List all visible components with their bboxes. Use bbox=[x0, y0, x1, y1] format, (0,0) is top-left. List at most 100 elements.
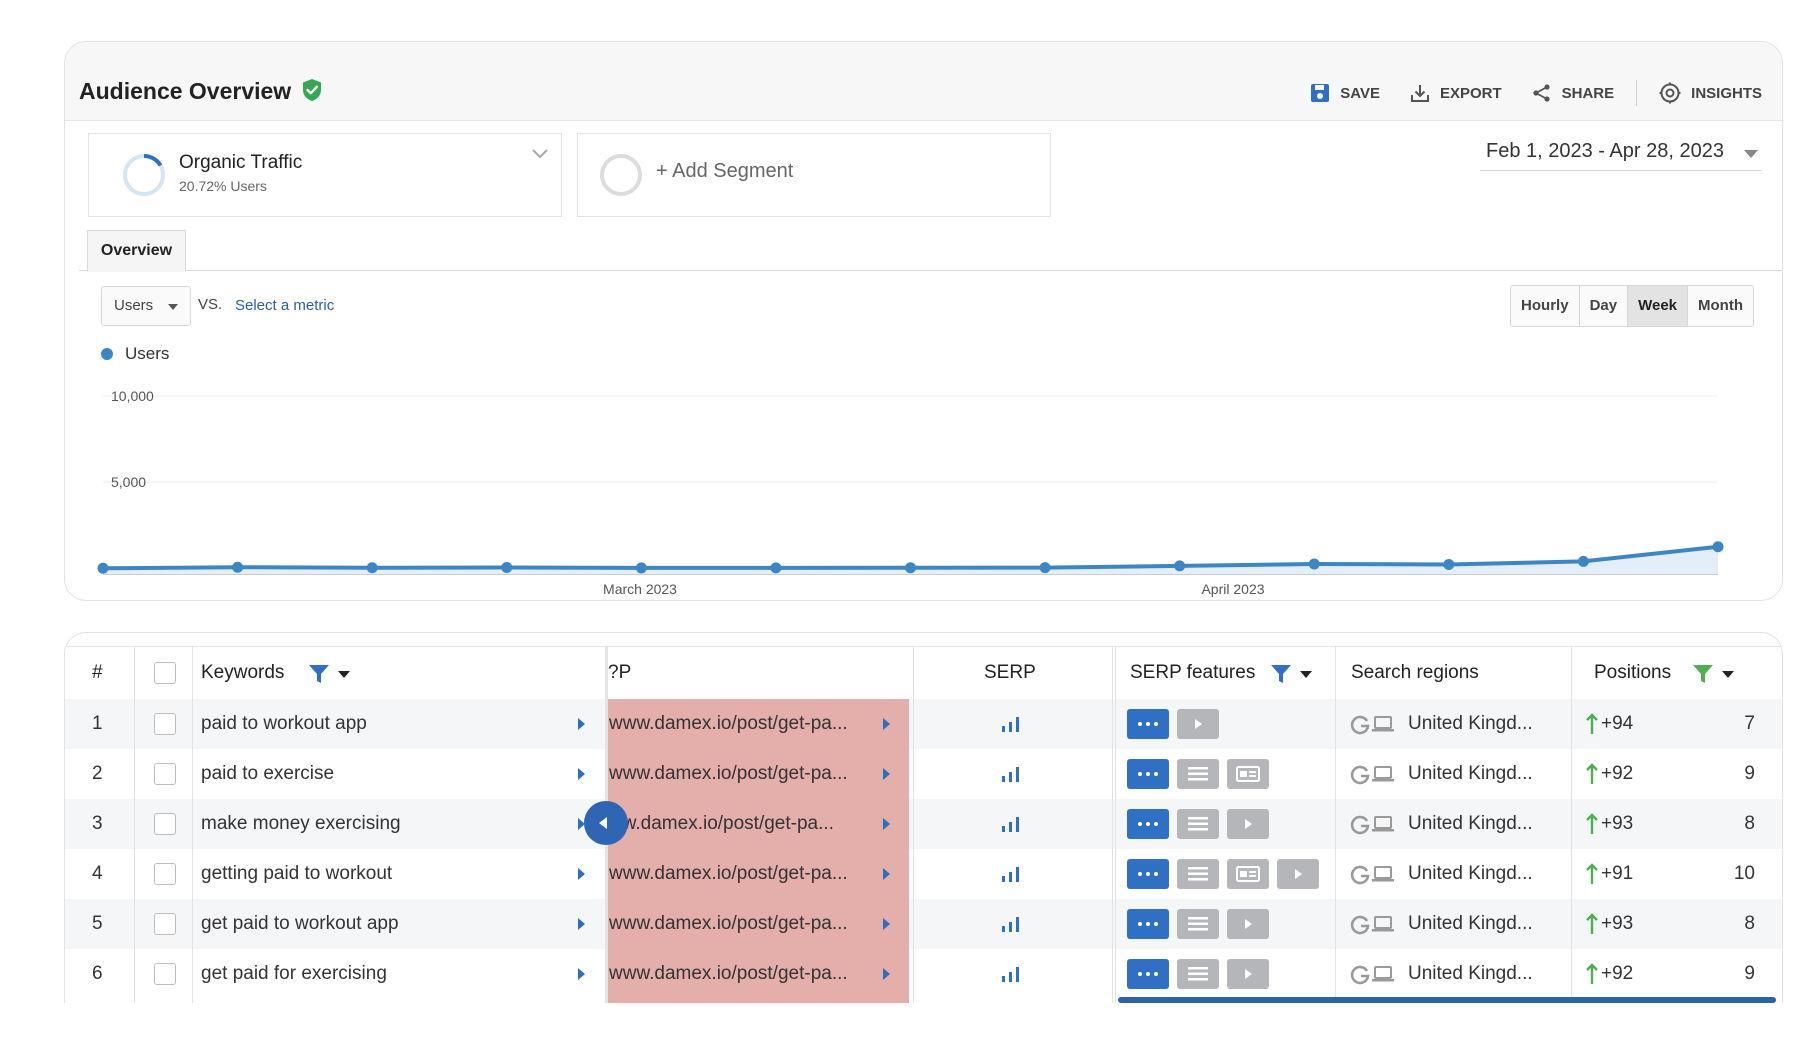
ranking-url[interactable]: www.damex.io/post/get-pa... bbox=[609, 963, 848, 984]
row-number: 1 bbox=[92, 713, 103, 734]
filter-icon[interactable] bbox=[308, 663, 330, 685]
share-button[interactable]: SHARE bbox=[1532, 83, 1614, 103]
horizontal-scrollbar[interactable] bbox=[1118, 997, 1776, 1003]
add-segment-button[interactable]: + Add Segment bbox=[577, 133, 1051, 217]
column-divider bbox=[1571, 646, 1572, 1003]
expand-arrow-icon[interactable] bbox=[578, 918, 585, 930]
serp-feature-list-icon[interactable] bbox=[1177, 859, 1219, 889]
insights-label: INSIGHTS bbox=[1691, 84, 1762, 102]
serp-chart-icon[interactable] bbox=[1000, 914, 1024, 934]
granularity-month-button[interactable]: Month bbox=[1687, 286, 1753, 326]
row-checkbox[interactable] bbox=[154, 863, 176, 885]
serp-feature-dots-icon[interactable] bbox=[1127, 859, 1169, 889]
serp-feature-play-icon[interactable] bbox=[1177, 709, 1219, 739]
date-range-label: Feb 1, 2023 - Apr 28, 2023 bbox=[1486, 140, 1724, 162]
save-button[interactable]: SAVE bbox=[1310, 83, 1380, 103]
insights-button[interactable]: INSIGHTS bbox=[1659, 82, 1762, 104]
ranking-url[interactable]: www.damex.io/post/get-pa... bbox=[609, 713, 848, 734]
audience-overview-card: Audience Overview SAVE EXPORT bbox=[64, 41, 1783, 601]
expand-arrow-icon[interactable] bbox=[883, 718, 890, 730]
data-point bbox=[501, 562, 513, 574]
empty-ring-icon bbox=[600, 154, 642, 196]
col-num-header: # bbox=[92, 662, 103, 683]
sort-caret-icon[interactable] bbox=[1299, 670, 1313, 680]
serp-feature-list-icon[interactable] bbox=[1177, 909, 1219, 939]
serp-feature-dots-icon[interactable] bbox=[1127, 959, 1169, 989]
select-metric-link[interactable]: Select a metric bbox=[235, 297, 335, 314]
segment-organic-traffic[interactable]: Organic Traffic 20.72% Users bbox=[88, 133, 562, 217]
ranking-url[interactable]: ww.damex.io/post/get-pa... bbox=[609, 813, 834, 834]
ranking-url[interactable]: www.damex.io/post/get-pa... bbox=[609, 913, 848, 934]
serp-chart-icon[interactable] bbox=[1000, 764, 1024, 784]
keyword-text[interactable]: get paid to workout app bbox=[201, 913, 399, 934]
export-button[interactable]: EXPORT bbox=[1410, 83, 1502, 103]
x-tick-label: April 2023 bbox=[1201, 581, 1264, 597]
select-all-checkbox[interactable] bbox=[154, 662, 176, 684]
date-range-picker[interactable]: Feb 1, 2023 - Apr 28, 2023 bbox=[1480, 138, 1762, 171]
keyword-text[interactable]: make money exercising bbox=[201, 813, 401, 834]
col-positions-header[interactable]: Positions bbox=[1594, 662, 1672, 683]
collapse-column-button[interactable] bbox=[584, 801, 628, 845]
expand-arrow-icon[interactable] bbox=[578, 768, 585, 780]
segment-ring-icon bbox=[123, 153, 165, 196]
serp-chart-icon[interactable] bbox=[1000, 964, 1024, 984]
row-checkbox[interactable] bbox=[154, 813, 176, 835]
serp-feature-list-icon[interactable] bbox=[1177, 959, 1219, 989]
col-serp-header: SERP bbox=[984, 662, 1036, 683]
row-checkbox[interactable] bbox=[154, 963, 176, 985]
granularity-week-button[interactable]: Week bbox=[1627, 286, 1688, 326]
granularity-toggle: Hourly Day Week Month bbox=[1510, 285, 1754, 327]
expand-arrow-icon[interactable] bbox=[883, 768, 890, 780]
ranking-url[interactable]: www.damex.io/post/get-pa... bbox=[609, 763, 848, 784]
serp-feature-dots-icon[interactable] bbox=[1127, 809, 1169, 839]
serp-feature-dots-icon[interactable] bbox=[1127, 759, 1169, 789]
serp-feature-card-icon[interactable] bbox=[1227, 859, 1269, 889]
col-features-header[interactable]: SERP features bbox=[1130, 662, 1256, 683]
serp-feature-play-icon[interactable] bbox=[1227, 909, 1269, 939]
serp-chart-icon[interactable] bbox=[1000, 814, 1024, 834]
serp-feature-list-icon[interactable] bbox=[1177, 809, 1219, 839]
expand-arrow-icon[interactable] bbox=[578, 718, 585, 730]
keyword-text[interactable]: get paid for exercising bbox=[201, 963, 387, 984]
region-text: United Kingd... bbox=[1408, 813, 1533, 834]
expand-arrow-icon[interactable] bbox=[578, 968, 585, 980]
expand-arrow-icon[interactable] bbox=[578, 818, 585, 830]
sort-caret-icon[interactable] bbox=[1721, 670, 1735, 680]
serp-feature-play-icon[interactable] bbox=[1227, 809, 1269, 839]
granularity-hourly-button[interactable]: Hourly bbox=[1511, 286, 1579, 326]
sort-caret-icon[interactable] bbox=[337, 670, 351, 680]
serp-feature-card-icon[interactable] bbox=[1227, 759, 1269, 789]
row-checkbox[interactable] bbox=[154, 913, 176, 935]
metric-dropdown[interactable]: Users bbox=[101, 286, 191, 326]
column-divider bbox=[913, 646, 914, 1003]
serp-feature-dots-icon[interactable] bbox=[1127, 709, 1169, 739]
position-value: 8 bbox=[1744, 813, 1755, 834]
serp-chart-icon[interactable] bbox=[1000, 864, 1024, 884]
row-checkbox[interactable] bbox=[154, 713, 176, 735]
up-arrow-icon bbox=[1586, 863, 1598, 884]
expand-arrow-icon[interactable] bbox=[578, 868, 585, 880]
expand-arrow-icon[interactable] bbox=[883, 968, 890, 980]
share-icon bbox=[1533, 84, 1550, 102]
expand-arrow-icon[interactable] bbox=[883, 918, 890, 930]
serp-feature-play-icon[interactable] bbox=[1227, 959, 1269, 989]
col-keywords-header[interactable]: Keywords bbox=[201, 662, 285, 683]
serp-feature-play-icon[interactable] bbox=[1277, 859, 1319, 889]
filter-icon[interactable] bbox=[1692, 663, 1714, 685]
ranking-url[interactable]: www.damex.io/post/get-pa... bbox=[609, 863, 848, 884]
serp-chart-icon[interactable] bbox=[1000, 714, 1024, 734]
expand-arrow-icon[interactable] bbox=[883, 818, 890, 830]
serp-feature-dots-icon[interactable] bbox=[1127, 909, 1169, 939]
granularity-day-button[interactable]: Day bbox=[1578, 286, 1628, 326]
keyword-text[interactable]: getting paid to workout bbox=[201, 863, 393, 884]
google-desktop-icon bbox=[1350, 715, 1394, 735]
serp-feature-list-icon[interactable] bbox=[1177, 759, 1219, 789]
filter-icon[interactable] bbox=[1270, 663, 1292, 685]
chevron-down-icon[interactable] bbox=[531, 148, 549, 160]
tab-overview[interactable]: Overview bbox=[87, 230, 186, 272]
expand-arrow-icon[interactable] bbox=[883, 868, 890, 880]
keyword-text[interactable]: paid to workout app bbox=[201, 713, 367, 734]
google-desktop-icon bbox=[1350, 765, 1394, 785]
row-checkbox[interactable] bbox=[154, 763, 176, 785]
keyword-text[interactable]: paid to exercise bbox=[201, 763, 335, 784]
